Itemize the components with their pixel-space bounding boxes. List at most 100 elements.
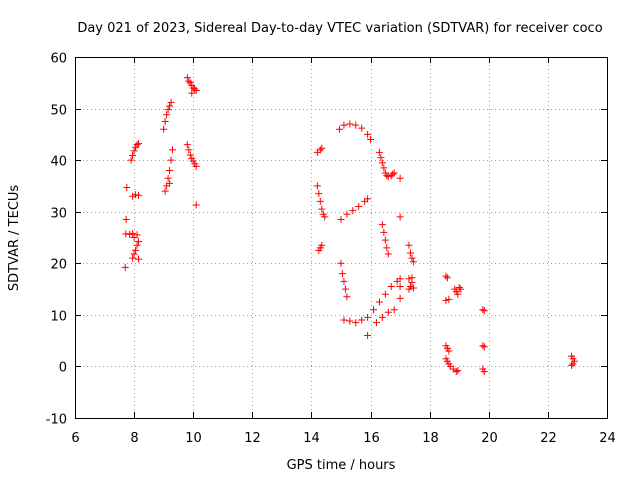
data-point bbox=[337, 259, 345, 267]
data-point bbox=[454, 290, 462, 298]
data-point bbox=[321, 213, 329, 221]
data-point bbox=[161, 187, 169, 195]
data-point bbox=[479, 306, 487, 314]
data-point bbox=[340, 277, 348, 285]
data-point bbox=[480, 343, 488, 351]
data-point bbox=[381, 236, 389, 244]
data-point bbox=[381, 290, 389, 298]
data-point bbox=[186, 151, 194, 159]
data-point bbox=[383, 244, 391, 252]
data-point bbox=[163, 111, 171, 119]
data-point bbox=[166, 102, 174, 110]
data-point bbox=[167, 98, 175, 106]
x-tick-label: 14 bbox=[303, 431, 320, 446]
data-point bbox=[396, 275, 404, 283]
data-point bbox=[316, 146, 324, 154]
data-point bbox=[406, 249, 414, 257]
data-points bbox=[121, 74, 578, 376]
data-point bbox=[396, 294, 404, 302]
y-tick-label: 50 bbox=[50, 104, 67, 119]
y-tick-label: 0 bbox=[59, 361, 67, 376]
data-point bbox=[132, 191, 140, 199]
data-point bbox=[340, 316, 348, 324]
data-point bbox=[130, 250, 138, 258]
data-point bbox=[183, 74, 191, 82]
data-point bbox=[164, 174, 172, 182]
data-point bbox=[352, 121, 360, 129]
data-point bbox=[569, 360, 577, 368]
data-point bbox=[192, 162, 200, 170]
data-point bbox=[443, 274, 451, 282]
data-point bbox=[442, 272, 450, 280]
data-point bbox=[396, 282, 404, 290]
data-point bbox=[185, 146, 193, 154]
data-point bbox=[375, 298, 383, 306]
data-point bbox=[129, 192, 137, 200]
data-point bbox=[409, 258, 417, 266]
data-point bbox=[336, 125, 344, 133]
data-point bbox=[127, 156, 135, 164]
data-point bbox=[318, 241, 326, 249]
data-point bbox=[122, 230, 130, 238]
data-point bbox=[338, 270, 346, 278]
data-point bbox=[337, 215, 345, 223]
data-point bbox=[380, 164, 388, 172]
data-point bbox=[313, 182, 321, 190]
data-point bbox=[390, 306, 398, 314]
y-axis-ticks: -10 0 10 20 30 40 50 60 bbox=[46, 52, 607, 428]
data-point bbox=[130, 234, 138, 241]
data-point bbox=[372, 319, 380, 327]
data-point bbox=[352, 319, 360, 327]
y-tick-label: 20 bbox=[50, 258, 67, 273]
x-tick-label: 16 bbox=[363, 431, 380, 446]
data-point bbox=[387, 282, 395, 290]
y-tick-label: 30 bbox=[50, 207, 67, 222]
data-point bbox=[358, 316, 366, 324]
data-point bbox=[169, 146, 177, 154]
data-point bbox=[135, 140, 143, 148]
data-point bbox=[396, 174, 404, 182]
data-point bbox=[315, 190, 323, 198]
data-point bbox=[346, 120, 354, 128]
data-point bbox=[318, 205, 326, 213]
data-point bbox=[445, 347, 453, 355]
data-point bbox=[364, 195, 372, 203]
data-point bbox=[454, 367, 462, 375]
data-point bbox=[364, 130, 372, 138]
grid-lines bbox=[75, 57, 607, 418]
data-point bbox=[384, 173, 392, 181]
data-point bbox=[191, 85, 199, 93]
data-point bbox=[568, 361, 576, 369]
data-point bbox=[445, 295, 453, 303]
data-point bbox=[480, 368, 488, 376]
plot-frame bbox=[75, 57, 608, 419]
data-point bbox=[129, 254, 137, 262]
data-point bbox=[375, 148, 383, 156]
data-point bbox=[378, 159, 386, 167]
data-point bbox=[480, 307, 488, 315]
data-point bbox=[384, 250, 392, 258]
data-point bbox=[135, 255, 143, 263]
data-point bbox=[389, 170, 397, 178]
data-point bbox=[185, 77, 193, 85]
data-point bbox=[408, 278, 416, 286]
data-point bbox=[192, 201, 200, 209]
x-tick-label: 8 bbox=[130, 431, 138, 446]
data-point bbox=[135, 191, 143, 199]
data-point bbox=[133, 241, 141, 249]
data-point bbox=[166, 166, 174, 174]
data-point bbox=[380, 228, 388, 236]
data-point bbox=[123, 183, 131, 191]
data-point bbox=[378, 313, 386, 321]
data-point bbox=[367, 136, 375, 144]
data-point bbox=[384, 308, 392, 316]
data-point bbox=[121, 263, 129, 271]
y-tick-label: 10 bbox=[50, 310, 67, 325]
y-tick-label: -10 bbox=[46, 413, 67, 428]
data-point bbox=[396, 213, 404, 221]
x-tick-label: 18 bbox=[422, 431, 439, 446]
data-point bbox=[340, 121, 348, 129]
data-point bbox=[479, 342, 487, 350]
data-point bbox=[129, 152, 137, 160]
data-point bbox=[457, 285, 465, 293]
